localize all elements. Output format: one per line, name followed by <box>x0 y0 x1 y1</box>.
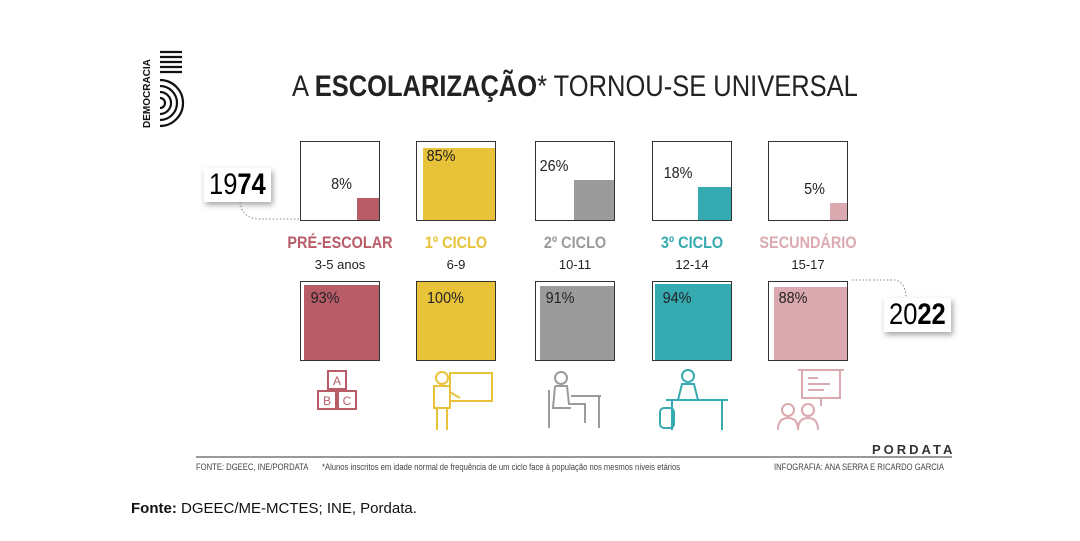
fill-2022 <box>655 284 731 360</box>
pct-1974: 18% <box>663 165 693 182</box>
pct-1974: 8% <box>331 176 352 193</box>
democracia-logo: DEMOCRACIA <box>142 50 185 128</box>
page-title: A ESCOLARIZAÇÃO* TORNOU-SE UNIVERSAL <box>292 70 858 103</box>
age-label: 6-9 <box>446 257 466 272</box>
fill-1974 <box>574 180 614 220</box>
category-label: 1º CICLO <box>424 233 488 252</box>
connector-2022 <box>852 279 907 297</box>
category-icon-2 <box>548 371 601 428</box>
year-2022-label: 2022 <box>883 298 951 332</box>
fill-1974 <box>423 148 495 220</box>
box-1974-1: 85% <box>416 141 496 221</box>
age-label: 12-14 <box>675 257 709 272</box>
fill-1974 <box>830 203 847 220</box>
pct-1974: 5% <box>804 181 825 198</box>
fill-1974 <box>698 187 731 220</box>
box-2022-0: 93% <box>300 281 380 361</box>
svg-text:B: B <box>323 394 331 408</box>
category-icon-0: AB C <box>317 370 357 410</box>
age-label: 10-11 <box>558 257 592 272</box>
source-caption: Fonte: DGEEC/ME-MCTES; INE, Pordata. <box>131 500 417 517</box>
category-icon-4 <box>777 369 844 431</box>
pct-2022: 91% <box>545 290 575 307</box>
pct-2022: 94% <box>662 290 692 307</box>
box-1974-0: 8% <box>300 141 380 221</box>
box-2022-1: 100% <box>416 281 496 361</box>
category-label: PRÉ-ESCOLAR <box>287 233 393 252</box>
connector-1974 <box>239 201 300 220</box>
age-label: 15-17 <box>791 257 825 272</box>
pct-1974: 85% <box>426 148 456 165</box>
pct-1974: 26% <box>539 158 569 175</box>
box-2022-3: 94% <box>652 281 732 361</box>
footer-divider <box>196 456 952 458</box>
pordata-brand: PORDATA <box>872 442 956 457</box>
category-label: 3º CICLO <box>660 233 724 252</box>
year-1974-label: 1974 <box>203 168 271 202</box>
box-2022-4: 88% <box>768 281 848 361</box>
category-icon-1 <box>433 371 493 430</box>
fill-2022 <box>540 286 614 360</box>
category-icon-3 <box>659 369 728 430</box>
age-label: 3-5 anos <box>314 257 366 272</box>
box-1974-2: 26% <box>535 141 615 221</box>
footer-note: *Alunos inscritos em idade normal de fre… <box>322 462 681 472</box>
footer-credits: INFOGRAFIA: ANA SERRA E RICARDO GARCIA <box>774 462 945 472</box>
fill-2022 <box>774 287 847 360</box>
fill-2022 <box>417 282 495 360</box>
pct-2022: 88% <box>778 290 808 307</box>
svg-text:DEMOCRACIA: DEMOCRACIA <box>142 59 153 128</box>
box-1974-3: 18% <box>652 141 732 221</box>
pct-2022: 93% <box>310 290 340 307</box>
fill-1974 <box>357 198 379 220</box>
pct-2022: 100% <box>427 290 464 307</box>
category-label: 2º CICLO <box>543 233 607 252</box>
footer-source: FONTE: DGEEC, INE/PORDATA <box>196 462 309 472</box>
svg-text:A: A <box>333 374 341 388</box>
svg-text:C: C <box>343 394 352 408</box>
box-2022-2: 91% <box>535 281 615 361</box>
box-1974-4: 5% <box>768 141 848 221</box>
category-label: SECUNDÁRIO <box>759 233 857 252</box>
fill-2022 <box>304 285 379 360</box>
